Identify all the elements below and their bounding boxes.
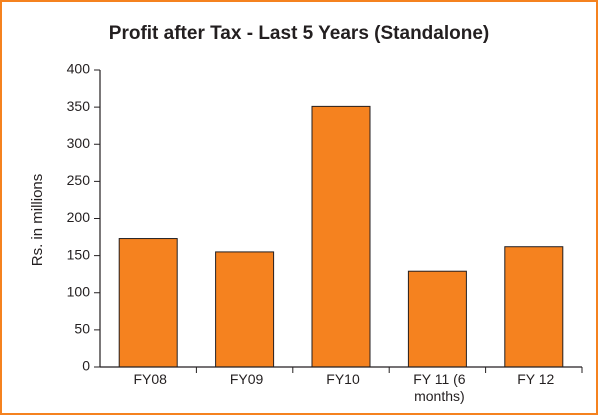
x-tick-label: FY08 — [133, 371, 167, 387]
x-tick-label: FY 12 — [517, 371, 555, 387]
y-tick-label: 350 — [67, 98, 91, 114]
bar — [311, 105, 371, 368]
y-tick-label: 100 — [67, 283, 91, 299]
y-tick-label: 250 — [67, 172, 91, 188]
bar — [118, 238, 178, 368]
x-tick-label: FY 11 (6 months) — [413, 371, 466, 404]
chart-title: Profit after Tax - Last 5 Years (Standal… — [109, 23, 489, 44]
y-tick-label: 150 — [67, 246, 91, 262]
bar — [407, 270, 467, 368]
y-axis-label: Rs. in millions — [29, 174, 46, 267]
bar — [504, 246, 564, 368]
y-tick-label: 200 — [67, 209, 91, 225]
bar — [215, 251, 275, 368]
y-tick-label: 400 — [67, 61, 91, 77]
y-tick-label: 300 — [67, 135, 91, 151]
x-tick-label: FY10 — [326, 371, 360, 387]
y-tick-label: 50 — [74, 321, 90, 337]
y-tick-label: 0 — [82, 358, 90, 374]
x-tick-label: FY09 — [229, 371, 264, 387]
